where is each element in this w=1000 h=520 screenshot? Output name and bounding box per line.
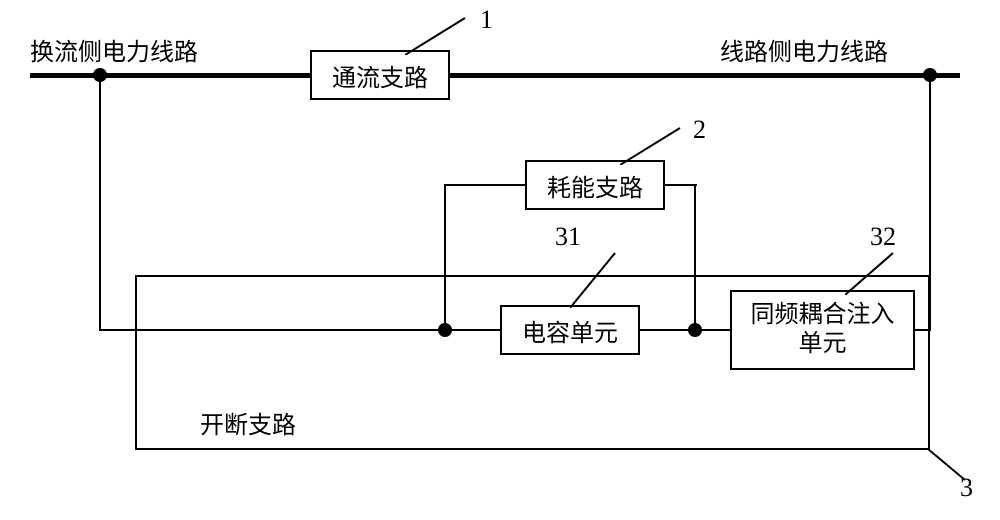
callout-31-num: 31 bbox=[555, 222, 581, 252]
main-line-left bbox=[30, 73, 310, 78]
left-vertical-line bbox=[99, 75, 101, 331]
callout-32-num: 32 bbox=[870, 222, 896, 252]
main-line-right bbox=[450, 73, 960, 78]
callout-31-line bbox=[570, 250, 630, 308]
flow-branch-box: 通流支路 bbox=[310, 50, 450, 100]
energy-branch-box: 耗能支路 bbox=[525, 160, 665, 210]
capacitor-unit-box: 电容单元 bbox=[500, 305, 640, 355]
break-branch-label: 开断支路 bbox=[200, 405, 296, 440]
callout-2-line bbox=[620, 125, 690, 165]
right-power-line-label: 线路侧电力线路 bbox=[720, 32, 888, 67]
capacitor-unit-text: 电容单元 bbox=[522, 313, 618, 348]
callout-32-line bbox=[845, 250, 905, 295]
injection-unit-line2: 单元 bbox=[799, 330, 847, 359]
callout-1-line bbox=[405, 15, 475, 55]
callout-1-num: 1 bbox=[480, 5, 493, 35]
injection-unit-line1: 同频耦合注入 bbox=[751, 301, 895, 330]
energy-left-h bbox=[445, 184, 527, 186]
left-power-line-label: 换流侧电力线路 bbox=[30, 32, 198, 67]
energy-right-h bbox=[663, 184, 697, 186]
callout-3-num: 3 bbox=[960, 473, 973, 503]
callout-2-num: 2 bbox=[693, 115, 706, 145]
injection-unit-box: 同频耦合注入 单元 bbox=[730, 290, 915, 370]
energy-branch-text: 耗能支路 bbox=[547, 168, 643, 203]
flow-branch-text: 通流支路 bbox=[332, 58, 428, 93]
